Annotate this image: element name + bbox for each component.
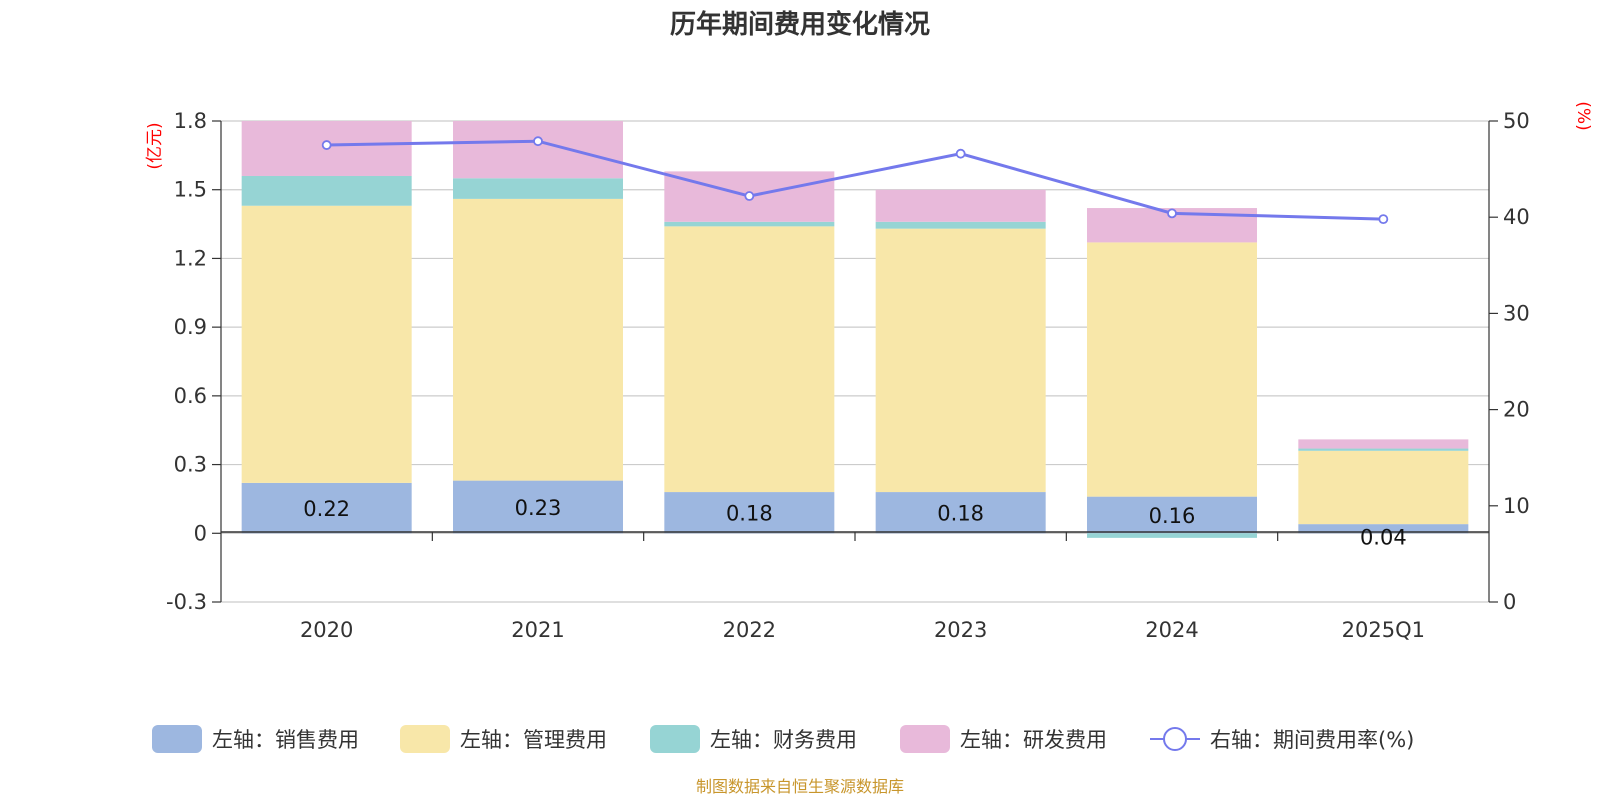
- legend-swatch-4: [900, 725, 950, 753]
- rate-point-2024: [1167, 208, 1177, 219]
- legend-swatch-1: [152, 725, 202, 753]
- bar-segment-3-2025Q1: [1298, 448, 1469, 451]
- data-label-2020: 0.22: [303, 497, 350, 521]
- left-tick-label: 0.6: [174, 384, 207, 408]
- rate-point-2022: [744, 191, 755, 201]
- bar-segment-3-2023: [875, 221, 1046, 229]
- legend-label-5: 右轴：期间费用率(%): [1210, 728, 1414, 752]
- bar-segment-1-2022: [664, 492, 835, 534]
- left-tick-label: -0.3: [166, 590, 207, 614]
- bar-segment-2-2021: [453, 198, 623, 481]
- bar-segment-1-2021: [453, 480, 623, 534]
- legend-circle-icon: [1163, 727, 1187, 751]
- bar-segment-2-2024: [1087, 242, 1257, 497]
- legend-label-4: 左轴：研发费用: [960, 728, 1107, 752]
- legend-label-2: 左轴：管理费用: [460, 728, 607, 752]
- left-axis-unit: (亿元): [145, 122, 165, 169]
- data-source-note: 制图数据来自恒生聚源数据库: [696, 777, 904, 796]
- left-tick-label: 0: [194, 521, 207, 545]
- legend-swatch-3: [650, 725, 700, 753]
- right-tick-label: 30: [1503, 301, 1530, 325]
- bar-segment-4-2025Q1: [1298, 439, 1469, 449]
- x-tick-label: 2022: [723, 618, 776, 642]
- left-tick-label: 1.8: [174, 109, 207, 133]
- right-tick-label: 40: [1503, 205, 1530, 229]
- data-label-2025Q1: 0.04: [1360, 526, 1407, 550]
- bar-segment-2-2020: [241, 205, 412, 483]
- bar-segment-4-2023: [875, 189, 1046, 222]
- left-tick-label: 0.3: [174, 453, 207, 477]
- right-tick-label: 10: [1503, 494, 1530, 518]
- chart-title: 历年期间费用变化情况: [670, 9, 930, 40]
- bar-segment-2-2025Q1: [1298, 450, 1469, 525]
- bar-segment-1-2025Q1: [1298, 524, 1469, 534]
- right-tick-label: 20: [1503, 398, 1530, 422]
- rate-point-2023: [955, 148, 966, 159]
- bar-segment-3-2022: [664, 221, 835, 227]
- rate-point-2020: [321, 140, 332, 150]
- bar-segment-2-2022: [664, 226, 835, 493]
- x-tick-label: 2023: [934, 618, 987, 642]
- bar-segment-1-2024: [1087, 496, 1257, 534]
- right-axis-unit: (%): [1573, 101, 1593, 130]
- data-label-2024: 0.16: [1149, 504, 1196, 528]
- left-tick-label: 0.9: [174, 315, 207, 339]
- data-label-2023: 0.18: [937, 502, 984, 526]
- rate-line: [326, 139, 1384, 221]
- rate-point-2021: [533, 136, 543, 147]
- data-label-2021: 0.23: [515, 496, 562, 520]
- right-tick-label: 50: [1503, 109, 1530, 133]
- x-tick-label: 2020: [300, 618, 353, 642]
- legend-label-1: 左轴：销售费用: [212, 728, 359, 752]
- left-tick-label: 1.5: [174, 178, 207, 202]
- legend-swatch-2: [400, 725, 450, 753]
- right-tick-label: 0: [1503, 590, 1516, 614]
- legend-label-3: 左轴：财务费用: [710, 728, 857, 752]
- left-tick-label: 1.2: [174, 246, 207, 270]
- data-label-2022: 0.18: [726, 502, 773, 526]
- x-tick-label: 2021: [511, 618, 564, 642]
- bar-segment-1-2023: [875, 492, 1046, 534]
- bar-segment-4-2021: [453, 121, 623, 179]
- bar-segment-2-2023: [875, 228, 1046, 493]
- x-tick-label: 2024: [1145, 618, 1198, 642]
- x-tick-label: 2025Q1: [1342, 618, 1425, 642]
- bar-segment-3-2024: [1087, 533, 1257, 538]
- bar-segment-3-2021: [453, 178, 623, 199]
- rate-point-2025Q1: [1378, 214, 1389, 225]
- bar-segment-3-2020: [241, 175, 412, 206]
- bar-segment-1-2020: [241, 482, 412, 534]
